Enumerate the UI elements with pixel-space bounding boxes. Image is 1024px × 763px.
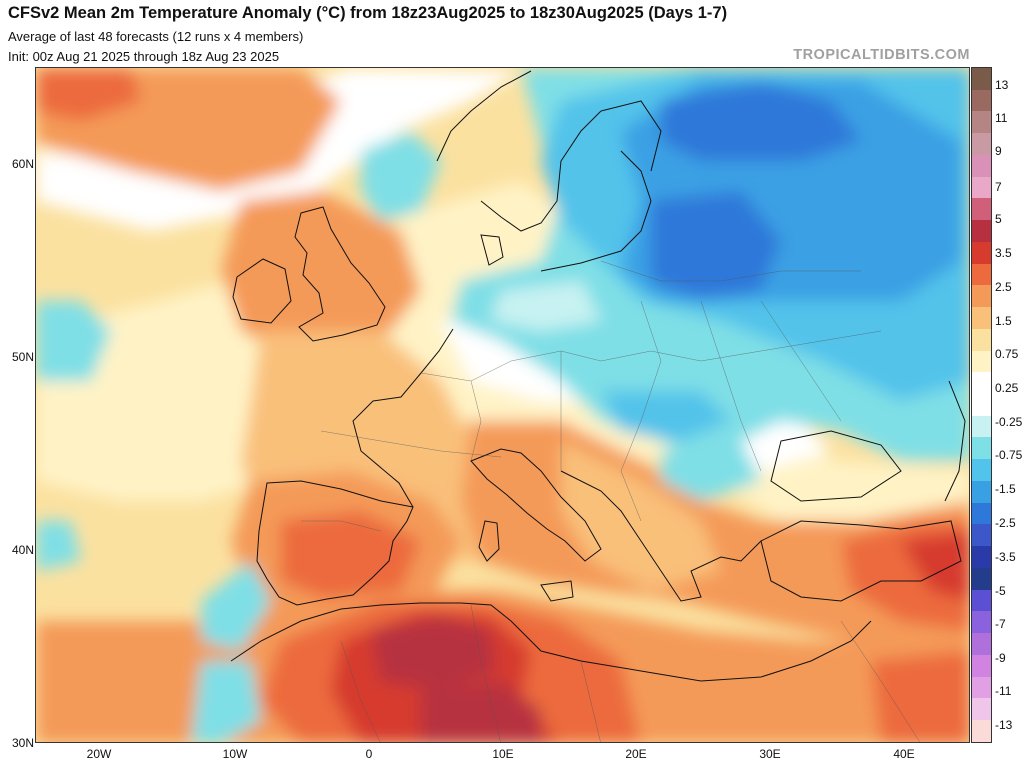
colorbar-label: 9 xyxy=(995,144,1002,158)
colorbar-swatch xyxy=(972,524,991,547)
colorbar xyxy=(971,67,992,743)
colorbar-swatch xyxy=(972,307,991,329)
colorbar-swatch xyxy=(972,263,991,286)
colorbar-swatch xyxy=(972,589,991,612)
init-time: Init: 00z Aug 21 2025 through 18z Aug 23… xyxy=(8,49,280,64)
colorbar-swatch xyxy=(972,437,991,460)
coastlines xyxy=(230,70,966,682)
colorbar-swatch xyxy=(972,633,991,655)
colorbar-label: 11 xyxy=(995,111,1008,125)
map-canvas xyxy=(36,68,969,742)
colorbar-label: 7 xyxy=(995,180,1002,194)
lat-label-50n: 50N xyxy=(11,350,34,364)
temperature-anomaly-map xyxy=(35,67,970,743)
colorbar-swatch xyxy=(972,611,991,634)
colorbar-label: -13 xyxy=(995,718,1013,732)
lon-label-20e: 20E xyxy=(625,747,647,761)
colorbar-swatch xyxy=(972,372,991,395)
colorbar-swatch xyxy=(972,350,991,373)
colorbar-swatch xyxy=(972,220,991,242)
colorbar-swatch xyxy=(972,68,991,90)
map-title: CFSv2 Mean 2m Temperature Anomaly (°C) f… xyxy=(8,4,728,22)
colorbar-label: 3.5 xyxy=(995,246,1012,260)
colorbar-label: -5 xyxy=(995,584,1006,598)
colorbar-swatch xyxy=(972,459,991,481)
colorbar-swatch xyxy=(972,676,991,699)
colorbar-label: 5 xyxy=(995,212,1002,226)
lat-label-30n: 30N xyxy=(11,736,34,750)
lon-label-40e: 40E xyxy=(893,747,915,761)
colorbar-label: -7 xyxy=(995,617,1006,631)
colorbar-swatch xyxy=(972,111,991,134)
colorbar-swatch xyxy=(972,720,991,742)
colorbar-label: -3.5 xyxy=(995,550,1016,564)
map-subtitle: Average of last 48 forecasts (12 runs x … xyxy=(8,29,304,44)
colorbar-swatch xyxy=(972,654,991,677)
lon-label-0: 0 xyxy=(365,747,373,761)
colorbar-swatch xyxy=(972,176,991,199)
colorbar-swatch xyxy=(972,546,991,568)
colorbar-swatch xyxy=(972,698,991,721)
colorbar-label: -1.5 xyxy=(995,482,1016,496)
colorbar-swatch xyxy=(972,285,991,308)
colorbar-swatch xyxy=(972,198,991,221)
lon-label-10w: 10W xyxy=(222,747,248,761)
colorbar-label: -11 xyxy=(995,684,1012,698)
anomaly-field xyxy=(36,68,969,742)
country-borders xyxy=(301,260,921,742)
colorbar-swatch xyxy=(972,154,991,177)
colorbar-label: -9 xyxy=(995,651,1006,665)
colorbar-label: 1.5 xyxy=(995,314,1012,328)
colorbar-swatch xyxy=(972,415,991,438)
colorbar-swatch xyxy=(972,133,991,155)
lon-label-30e: 30E xyxy=(759,747,781,761)
colorbar-label: -0.75 xyxy=(995,448,1023,462)
colorbar-swatch xyxy=(972,394,991,416)
colorbar-swatch xyxy=(972,89,991,112)
site-watermark: TROPICALTIDBITS.COM xyxy=(793,47,970,63)
colorbar-swatch xyxy=(972,502,991,525)
colorbar-swatch xyxy=(972,567,991,590)
colorbar-label: 0.75 xyxy=(995,347,1019,361)
colorbar-swatch xyxy=(972,241,991,264)
lat-label-40n: 40N xyxy=(11,543,34,557)
colorbar-label: -0.25 xyxy=(995,415,1023,429)
lat-label-60n: 60N xyxy=(11,157,34,171)
lon-label-10e: 10E xyxy=(492,747,514,761)
colorbar-label: 0.25 xyxy=(995,381,1019,395)
colorbar-label: 2.5 xyxy=(995,280,1012,294)
colorbar-swatch xyxy=(972,480,991,503)
lon-label-20w: 20W xyxy=(86,747,112,761)
colorbar-label: 13 xyxy=(995,78,1009,92)
colorbar-label: -2.5 xyxy=(995,516,1016,530)
colorbar-swatch xyxy=(972,328,991,351)
